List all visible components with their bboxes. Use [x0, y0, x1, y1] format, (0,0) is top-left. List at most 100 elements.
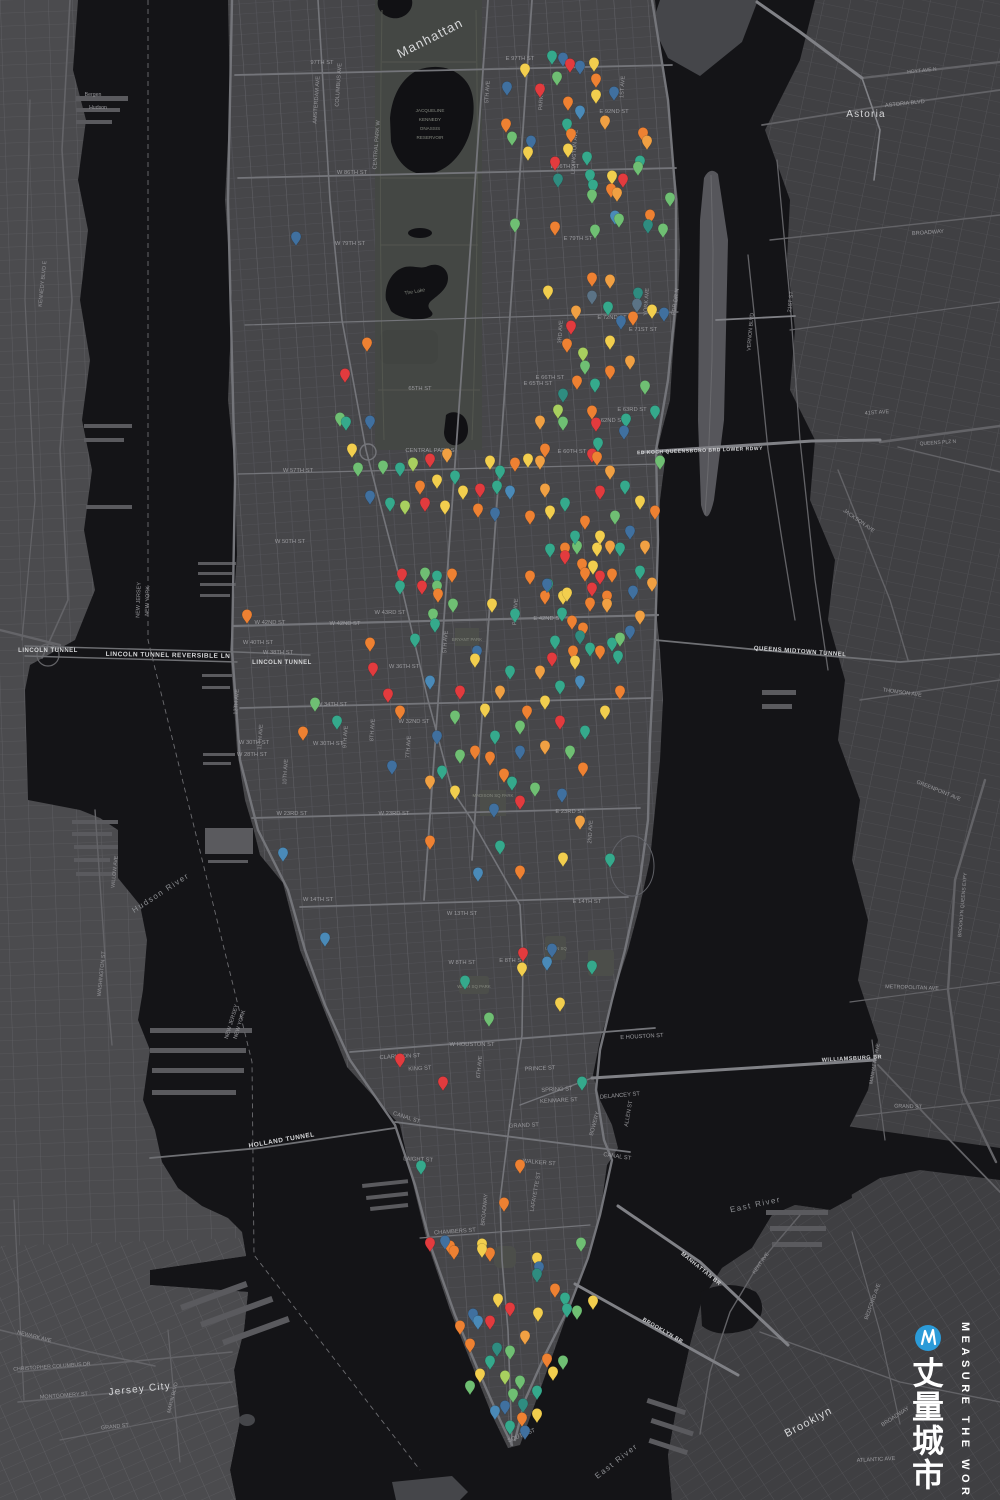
map-label: WALKER ST — [522, 1159, 556, 1168]
map-label: 65TH ST — [408, 386, 432, 392]
queens-brooklyn-roads — [699, 60, 1000, 1435]
map-label: METROPOLITAN AVE — [885, 984, 939, 992]
the-lake — [385, 264, 448, 320]
map-label: E 42ND ST — [533, 616, 563, 622]
map-label: 9TH AVE — [342, 725, 350, 748]
map-label: W 42ND ST — [330, 621, 361, 627]
major-roads — [226, 0, 679, 1447]
governors-island — [392, 1476, 468, 1500]
map-label: JACQUELINE — [416, 108, 445, 113]
watermark-chinese-char: 丈 — [912, 1355, 944, 1391]
lincoln-tunnel — [24, 645, 311, 663]
map-label: W 23RD ST — [379, 811, 410, 817]
wards-island — [652, 0, 758, 76]
map-label: 5TH AVE — [442, 630, 450, 653]
map-label: W 34TH ST — [317, 702, 348, 708]
map-label: THOMSON AVE — [882, 687, 922, 698]
map-label: NEW JERSEY — [135, 582, 142, 618]
brooklyn-bridge — [573, 1282, 740, 1377]
map-label: E 97TH ST — [506, 56, 535, 62]
map-label: KENNEDY BLVD E — [38, 260, 49, 307]
map-label: E 62ND ST — [595, 418, 625, 424]
queens-landmass — [668, 0, 1000, 1500]
map-label: BROADWAY — [912, 229, 945, 237]
map-label: E 23RD ST — [555, 809, 585, 815]
map-label: QUEENS PLZ N — [919, 439, 956, 448]
map-label: CHRISTOPHER COLUMBUS DR — [13, 1361, 91, 1372]
map-label: ALLEN ST — [624, 1100, 635, 1128]
map-label: W 57TH ST — [283, 468, 314, 474]
map-label: 21ST ST — [787, 290, 795, 312]
map-label: LINCOLN TUNNEL — [252, 660, 312, 666]
nj-roads — [0, 0, 237, 1463]
map-label: Hudson — [89, 105, 107, 111]
rfk-approach — [861, 77, 881, 181]
map-label: W 8TH ST — [448, 960, 476, 966]
turtle-pond — [408, 228, 432, 238]
map-label: W 30TH ST — [239, 740, 270, 746]
map-label: The Lake — [404, 287, 426, 297]
roosevelt-island-bridge — [715, 315, 796, 321]
map-label: 1ST AVE — [619, 75, 627, 98]
map-label: LAIGHT ST — [403, 1156, 434, 1164]
map-label: W 14TH ST — [303, 897, 334, 903]
map-label: E 72ND ST — [597, 315, 627, 321]
map-label: KING ST — [408, 1065, 432, 1072]
map-label: E HOUSTON ST — [620, 1033, 664, 1041]
map-label: W 28TH ST — [237, 752, 268, 758]
map-label: W 38TH ST — [263, 650, 294, 656]
map-label: PARK AVE — [538, 83, 546, 110]
map-label: Astoria — [846, 109, 886, 120]
harlem-meer — [377, 0, 413, 19]
piers — [72, 96, 828, 1456]
map-label: YORK AVE — [643, 288, 651, 316]
map-label: CENTRAL PARK S — [405, 448, 454, 454]
map-label: VERNON BLVD — [746, 313, 755, 352]
map-label: W 40TH ST — [243, 640, 274, 646]
map-label: W 23RD ST — [277, 811, 308, 817]
map-label: E 71ST ST — [629, 327, 658, 333]
brooklyn-landmass — [668, 1130, 1000, 1500]
holland-tunnel — [149, 1127, 396, 1159]
queensboro-bridge — [641, 438, 882, 454]
map-label: WILLOW AVE — [110, 855, 119, 888]
map-label: GRAND ST — [101, 1422, 130, 1431]
map-label: CENTRAL PARK W — [372, 120, 381, 170]
map-label: LEXINGTON AVE — [570, 129, 579, 174]
manhattan-landmass — [225, 0, 680, 1448]
map-label: E 66TH ST — [536, 375, 565, 381]
park-drives — [378, 9, 480, 441]
map-label: W 36TH ST — [389, 664, 420, 670]
map-label: 5TH AVE — [484, 80, 492, 103]
queens-midtown-tunnel — [654, 639, 1000, 663]
map-label: LINCOLN TUNNEL REVERSIBLE LN — [106, 651, 231, 660]
new-jersey-landmass — [0, 0, 248, 1500]
ellis-island — [239, 1414, 255, 1426]
map-label: BROOKLYN QUEENS EXPY — [957, 872, 969, 938]
map-label: CANAL ST — [603, 1152, 632, 1162]
map-label: FDR DR N — [671, 288, 681, 315]
map-label: MONTGOMERY ST — [40, 1391, 89, 1400]
jacqueline-kennedy-reservoir — [390, 66, 474, 175]
map-label: W 32ND ST — [399, 719, 430, 725]
map-label: 41ST AVE — [865, 409, 890, 417]
map-label: E 65TH ST — [524, 381, 553, 387]
watermark-english: MEASURE THE WORLD — [959, 1322, 971, 1500]
map-label: E 60TH ST — [558, 449, 587, 455]
map-label: ASTORIA BLVD — [885, 99, 925, 109]
manhattan-bridge — [616, 1204, 790, 1347]
map-label: 12TH AVE — [233, 689, 241, 715]
map-label: 3RD AVE — [557, 320, 565, 344]
map-label: 10TH AVE — [282, 759, 290, 785]
map-label: WILLIAMSBURG BR — [822, 1054, 883, 1063]
map-label: 6TH AVE — [476, 1055, 484, 1078]
map-label: E 79TH ST — [564, 236, 593, 242]
map-label: 2ND AVE — [587, 820, 595, 844]
map-label: 8TH AVE — [369, 718, 377, 741]
map-label: AMSTERDAM AVE — [312, 76, 321, 124]
newtown-creek — [846, 1126, 1000, 1198]
map-label: E 92ND ST — [599, 109, 629, 115]
map-label: WASHINGTON ST — [97, 950, 108, 996]
map-label: MADISON SQ PARK — [473, 793, 514, 798]
